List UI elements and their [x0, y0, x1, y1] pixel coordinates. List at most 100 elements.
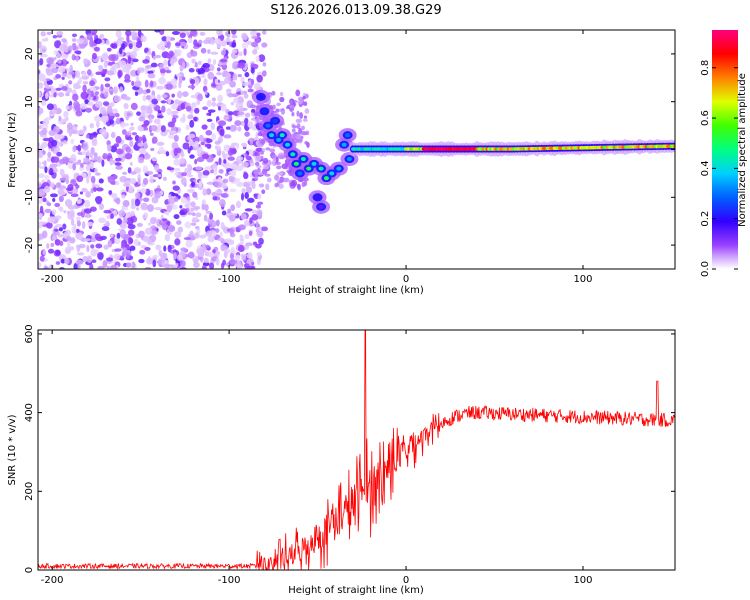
heatmap-cell [207, 109, 216, 113]
heatmap-cell [227, 111, 234, 116]
heatmap-cell [149, 175, 154, 184]
heatmap-cell [231, 41, 237, 48]
heatmap-cell [151, 156, 158, 162]
heatmap-cell [258, 237, 264, 245]
heatmap-cell [180, 247, 187, 252]
heatmap-cell [150, 147, 155, 152]
x-tick-label: -100 [218, 274, 241, 285]
heatmap-cell [229, 80, 236, 88]
heatmap-cell [179, 157, 185, 164]
heatmap-cell [186, 200, 191, 206]
heatmap-cell [215, 83, 223, 91]
heatmap-cell [244, 117, 249, 125]
heatmap-cell [94, 101, 103, 108]
heatmap-cell [80, 91, 89, 100]
colorbar-tick-label: 0.2 [700, 211, 711, 227]
heatmap-cell [178, 80, 182, 89]
heatmap-cell [111, 192, 118, 200]
heatmap-cell [255, 228, 260, 233]
heatmap-cell [156, 141, 165, 146]
heatmap-cell [76, 220, 81, 227]
heatmap-cell [175, 73, 182, 77]
heatmap-cell [110, 131, 116, 139]
heatmap-cell [76, 175, 84, 183]
heatmap-cell [52, 109, 58, 114]
heatmap-cell [89, 151, 93, 159]
heatmap-cell [90, 90, 94, 98]
heatmap-cell [141, 123, 148, 128]
heatmap-cell [86, 175, 90, 184]
heatmap-cell [209, 169, 215, 174]
heatmap-cell [94, 115, 102, 122]
heatmap-cell [200, 250, 205, 257]
y-tick-label: 20 [24, 48, 35, 61]
heatmap-cell [171, 93, 175, 98]
heatmap-cell [244, 112, 251, 118]
heatmap-cell [218, 169, 224, 174]
heatmap-cell [166, 41, 171, 49]
heatmap-cell [256, 209, 263, 217]
heatmap-cell [127, 56, 132, 64]
heatmap-cell [99, 235, 107, 240]
heatmap-cell [91, 259, 97, 264]
heatmap-cell [65, 105, 70, 110]
heatmap-cell [39, 205, 44, 214]
heatmap-cell [142, 153, 151, 160]
heatmap-cell [103, 244, 109, 250]
heatmap-cell [196, 156, 205, 163]
heatmap-cell [177, 226, 184, 233]
heatmap-cell [63, 231, 68, 239]
heatmap-cell [109, 101, 115, 107]
heatmap-cell [97, 251, 104, 260]
heatmap-cell [57, 66, 66, 73]
heatmap-cell [202, 85, 208, 93]
heatmap-cell [143, 141, 148, 150]
heatmap-cell [173, 50, 180, 58]
heatmap-cell [278, 183, 284, 189]
heatmap-cell [65, 235, 71, 242]
heatmap-cell [221, 210, 227, 216]
snr-frame [37, 329, 676, 571]
heatmap-cell [133, 238, 139, 247]
heatmap-cell [220, 103, 227, 112]
heatmap-cell [72, 145, 77, 153]
heatmap-cell [144, 227, 153, 236]
heatmap-cell [48, 264, 55, 269]
heatmap-cell [54, 239, 61, 246]
heatmap-cell [56, 53, 62, 59]
heatmap-cell [245, 186, 253, 194]
x-tick-label: 100 [573, 575, 592, 586]
heatmap-cell [104, 83, 111, 88]
heatmap-cell [198, 39, 203, 45]
heatmap-cell [200, 47, 207, 54]
heatmap-cell [135, 207, 140, 211]
heatmap-cell [56, 31, 64, 36]
heatmap-cell [217, 94, 224, 103]
heatmap-cell [75, 259, 84, 265]
x-tick-label: -200 [41, 575, 64, 586]
heatmap-cell [76, 199, 81, 205]
heatmap-cell [144, 67, 149, 75]
heatmap-cell [107, 239, 113, 248]
colorbar: 0.0 0.2 0.4 0.6 0.8 Normalized spectral ampl… [700, 30, 748, 277]
heatmap-cell [254, 162, 260, 166]
heatmap-cell [220, 58, 228, 63]
heatmap-cell [103, 209, 112, 214]
heatmap-cell [250, 159, 254, 164]
heatmap-cell [255, 155, 262, 161]
heatmap-cell [323, 176, 329, 181]
heatmap-cell [61, 156, 70, 164]
heatmap-cell [127, 224, 136, 230]
heatmap-cell [250, 30, 258, 37]
heatmap-cell [38, 73, 46, 82]
heatmap-cell [245, 242, 253, 247]
heatmap-cell [214, 38, 222, 45]
heatmap-cell [62, 223, 67, 230]
heatmap-cell [185, 105, 192, 112]
heatmap-cell [78, 243, 86, 249]
heatmap-cell [91, 157, 95, 161]
heatmap-cell [195, 212, 202, 218]
heatmap-cell [174, 231, 182, 239]
heatmap-cell [243, 47, 247, 56]
heatmap-cell [198, 180, 202, 188]
